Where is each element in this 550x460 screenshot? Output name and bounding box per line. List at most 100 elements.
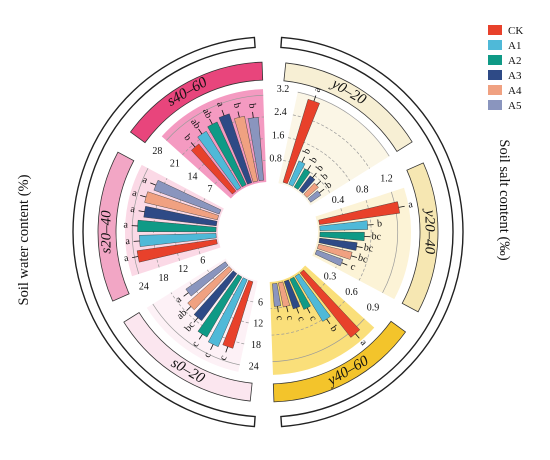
- bar-y0-20-a3: [298, 175, 316, 194]
- bar-y20-40-a5: [314, 249, 344, 267]
- tick-y0-20-0-8: 0.8: [269, 153, 282, 164]
- errorbar-s20-40-ck: [132, 256, 139, 258]
- band-s0-20: [123, 311, 253, 402]
- legend: CK A1 A2 A3 A4 A5: [488, 25, 523, 112]
- sig-y20-40-ck: a: [407, 199, 414, 211]
- tick-s20-40-24: 24: [139, 282, 149, 293]
- tick-y0-20-3-2: 3.2: [277, 84, 290, 95]
- bar-s20-40-a4: [144, 191, 219, 221]
- errorbar-s0-20-a2: [198, 334, 203, 340]
- bar-s40-60-a4: [234, 115, 258, 183]
- bar-y20-40-a3: [318, 237, 358, 251]
- sig-y0-20-a1: b: [301, 147, 313, 156]
- bar-s40-60-ck: [191, 143, 237, 195]
- errorbar-y20-40-a5: [341, 262, 348, 266]
- bar-y0-20-a1: [288, 160, 306, 187]
- errorbar-y0-20-ck: [313, 95, 317, 102]
- tick-y40-60-0-9: 0.9: [367, 303, 380, 314]
- bar-s40-60-a3: [218, 113, 253, 185]
- sig-s20-40-a2: a: [123, 220, 129, 231]
- sig-s20-40-a3: a: [130, 204, 137, 216]
- tick-s20-40-18: 18: [159, 273, 169, 284]
- sig-y20-40-a4: bc: [357, 252, 370, 265]
- tick-y40-60-0-6: 0.6: [345, 287, 358, 298]
- gridline-y40-60-1: [271, 300, 345, 336]
- tick-s40-60-21: 21: [170, 159, 180, 170]
- sig-s40-60-ck: b: [182, 132, 194, 143]
- bar-y40-60-a5: [272, 282, 282, 307]
- group-label-y0-20: y0–20: [327, 75, 369, 108]
- tick-s0-20-6: 6: [258, 297, 263, 308]
- legend-label-a1: A1: [508, 40, 521, 52]
- bar-y20-40-a4: [317, 243, 353, 260]
- sig-y0-20-a2: b: [308, 155, 320, 165]
- group-label-y20-40: y20–40: [422, 208, 438, 255]
- errorbar-s0-20-ck: [225, 346, 229, 353]
- bar-s0-20-a4: [187, 266, 233, 311]
- legend-swatch-a2: [488, 55, 502, 65]
- sig-y40-60-a4: c: [284, 314, 296, 322]
- errorbar-s40-60-a2: [209, 118, 213, 125]
- errorbar-y0-20-a2: [307, 165, 312, 171]
- sector-panels: [72, 36, 464, 428]
- sig-y0-20-a4: b: [319, 171, 330, 182]
- legend-swatch-a5: [488, 100, 502, 110]
- errorbar-s20-40-a5: [150, 182, 157, 186]
- errorbar-s0-20-a3: [193, 317, 199, 323]
- bar-y0-20-a4: [303, 182, 319, 198]
- tick-y20-40-1-2: 1.2: [380, 174, 393, 185]
- bar-y40-60-a2: [289, 276, 311, 310]
- tick-y0-20-1-6: 1.6: [272, 130, 285, 141]
- sig-y0-20-a3: b: [314, 163, 326, 174]
- legend-swatch-ck: [488, 25, 502, 35]
- gridline-y0-20-0: [283, 160, 331, 194]
- bar-s20-40-a3: [143, 206, 218, 227]
- gridline-s20-40-3: [131, 168, 149, 275]
- errorbar-y40-60-ck: [355, 333, 360, 339]
- sig-y40-60-a1: b: [328, 324, 340, 334]
- bar-y40-60-ck: [299, 269, 361, 338]
- errorbar-s20-40-a3: [138, 210, 145, 213]
- outer-ring-left: [72, 36, 256, 428]
- errorbar-s40-60-a5: [252, 111, 254, 118]
- errorbar-s0-20-a4: [186, 306, 192, 311]
- sig-s0-20-ck: c: [218, 354, 230, 362]
- band-s40-60: [129, 61, 264, 144]
- errorbar-s40-60-ck: [190, 142, 196, 148]
- bar-y40-60-a3: [283, 279, 301, 310]
- bar-s40-60-a2: [207, 121, 247, 188]
- bar-y20-40-a2: [319, 231, 365, 241]
- tick-s0-20-18: 18: [251, 340, 261, 351]
- tick-y20-40-0-8: 0.8: [356, 184, 369, 195]
- errorbar-y40-60-a2: [306, 307, 311, 314]
- sig-s0-20-a5: a: [174, 294, 185, 306]
- errorbar-s40-60-a1: [198, 128, 203, 135]
- band-s20-40: [97, 151, 135, 302]
- bar-s0-20-a1: [207, 277, 248, 348]
- bar-s0-20-ck: [222, 279, 254, 349]
- errorbar-y0-20-a3: [312, 172, 317, 178]
- bar-s20-40-a5: [153, 179, 222, 215]
- bar-s40-60-a1: [197, 130, 242, 191]
- legend-label-ck: CK: [508, 25, 523, 37]
- sig-y20-40-a2: bc: [371, 231, 382, 242]
- gridline-s0-20-3: [152, 303, 240, 366]
- tick-s0-20-12: 12: [253, 319, 263, 330]
- group-label-s20-40: s20–40: [98, 210, 114, 254]
- band-y40-60: [272, 320, 407, 403]
- gridline-y0-20-1: [287, 137, 351, 182]
- gridline-s40-60-3: [166, 94, 264, 141]
- tick-s40-60-14: 14: [187, 171, 197, 182]
- legend-label-a4: A4: [508, 85, 522, 97]
- errorbar-s0-20-a1: [210, 344, 214, 351]
- bar-y20-40-a1: [319, 220, 368, 231]
- bars: [131, 95, 405, 353]
- gridline-y20-40-1: [358, 200, 372, 281]
- bar-y0-20-ck: [282, 99, 320, 185]
- sig-s20-40-a1: a: [125, 236, 131, 247]
- sig-s40-60-a5: b: [246, 103, 258, 109]
- tick-y20-40-0-4: 0.4: [332, 195, 345, 206]
- errorbar-y40-60-a1: [326, 318, 331, 325]
- bar-s0-20-a2: [197, 274, 243, 338]
- sig-y20-40-a5: c: [349, 261, 358, 273]
